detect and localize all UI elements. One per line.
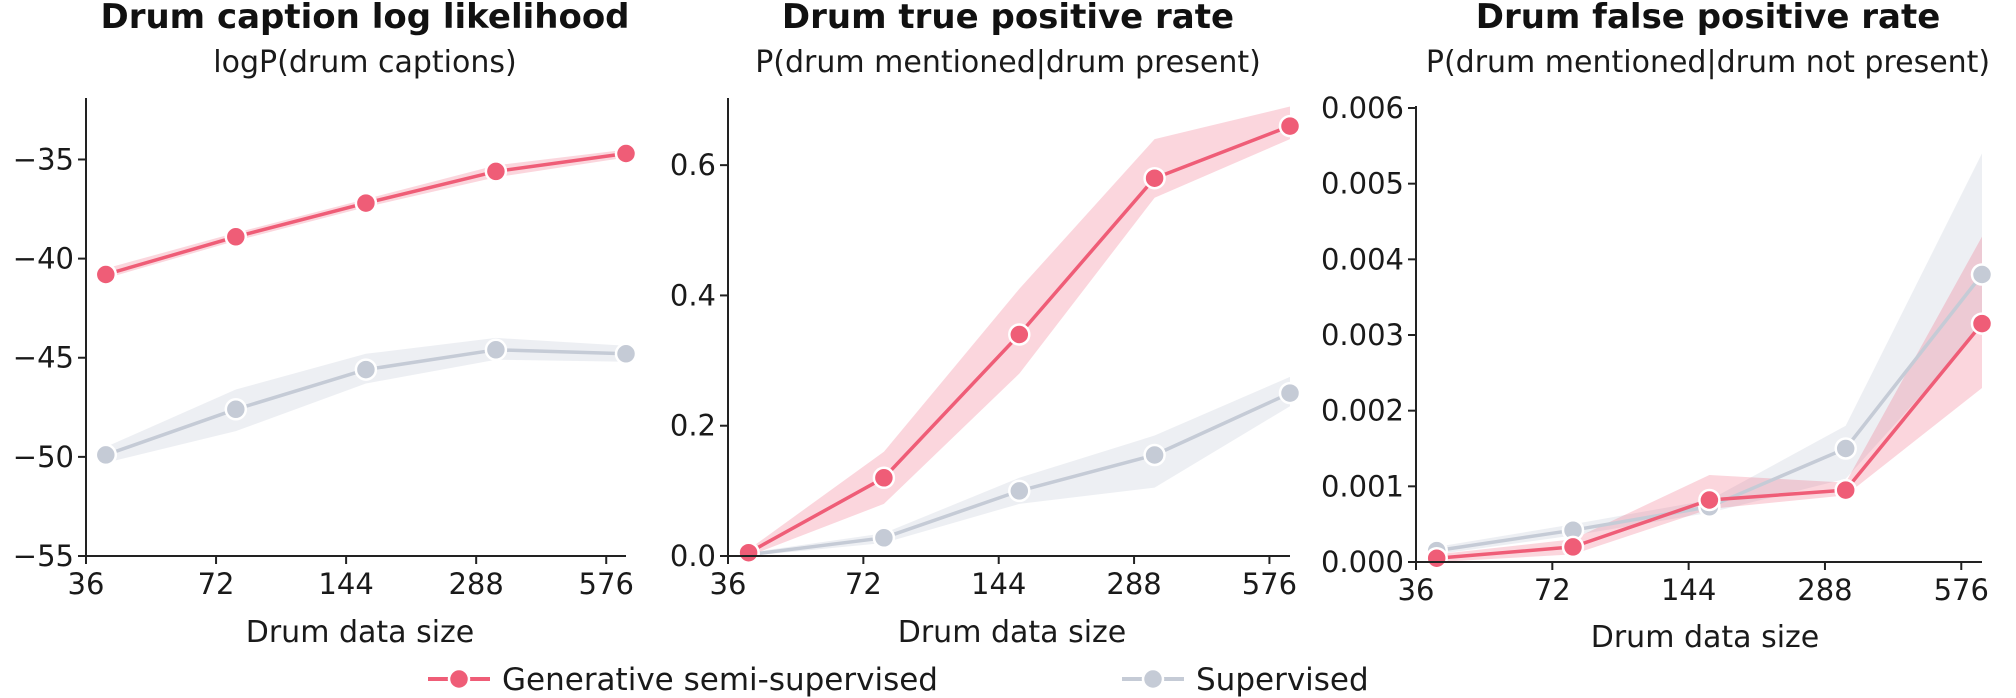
panel-false-positive-rate: Drum false positive rate P(drum mentione…: [1321, 0, 1994, 655]
data-point-generative: [614, 142, 638, 165]
chart-subtitle: P(drum mentioned|drum present): [755, 45, 1261, 80]
data-point-generative: [1698, 488, 1721, 512]
x-tick-label: 576: [1242, 567, 1297, 601]
data-point-supervised: [1970, 263, 1994, 286]
y-tick-label: 0.006: [1321, 91, 1404, 125]
data-point-supervised: [872, 526, 896, 550]
x-tick-label: 36: [1398, 573, 1435, 607]
data-point-generative: [1143, 166, 1166, 190]
legend-label-generative: Generative semi-supervised: [502, 662, 938, 698]
x-tick-label: 72: [198, 567, 235, 601]
data-point-supervised: [1143, 443, 1166, 467]
confidence-band-generative: [105, 149, 627, 279]
panel-true-positive-rate: Drum true positive rate P(drum mentioned…: [670, 0, 1302, 650]
y-tick-label: −40: [13, 242, 74, 276]
x-tick-label: 144: [971, 567, 1026, 601]
y-tick-label: −35: [13, 142, 74, 176]
panel-log-likelihood: Drum caption log likelihood logP(drum ca…: [13, 0, 638, 650]
y-tick-label: 0.001: [1321, 469, 1404, 503]
data-point-generative: [1561, 535, 1585, 559]
data-point-supervised: [1834, 437, 1857, 460]
chart-subtitle: logP(drum captions): [213, 45, 516, 80]
data-point-generative: [1970, 312, 1994, 335]
data-point-supervised: [1278, 381, 1302, 405]
y-tick-label: −50: [13, 440, 74, 474]
y-tick-label: −55: [13, 539, 74, 573]
data-point-generative: [1008, 323, 1031, 346]
chart-title: Drum caption log likelihood: [100, 0, 629, 37]
chart-title: Drum false positive rate: [1476, 0, 1941, 37]
y-tick-label: 0.2: [670, 409, 716, 443]
x-tick-label: 36: [710, 567, 747, 601]
data-point-supervised: [1008, 479, 1031, 503]
x-tick-label: 72: [845, 567, 882, 601]
plot-area: 0.000 0.001 0.002 0.003 0.004 0.005 0.006 36 72 1…: [1321, 91, 1994, 607]
y-tick-label: −45: [13, 341, 74, 375]
data-point-generative: [94, 263, 118, 286]
y-tick-label: 0.005: [1321, 167, 1404, 201]
data-point-supervised: [224, 398, 248, 421]
legend-marker-generative: [447, 667, 471, 691]
plot-area: −55 −50 −45 −40 −35 36 72 144 288 576: [13, 98, 638, 601]
legend: Generative semi-supervised Supervised: [428, 662, 1369, 698]
y-tick-label: 0.003: [1321, 318, 1404, 352]
legend-label-supervised: Supervised: [1196, 662, 1369, 698]
y-tick-label: 0.002: [1321, 394, 1404, 428]
y-tick-label: 0.4: [670, 278, 716, 312]
data-point-generative: [354, 191, 378, 215]
x-tick-label: 288: [1797, 573, 1852, 607]
y-tick-label: 0.0: [670, 539, 716, 573]
data-point-generative: [1278, 114, 1302, 138]
plot-area: 0.0 0.2 0.4 0.6 36 72 144 288 576: [670, 98, 1302, 601]
x-tick-label: 576: [1934, 573, 1989, 607]
confidence-band-supervised: [105, 337, 627, 463]
x-tick-label: 36: [68, 567, 105, 601]
x-tick-label: 144: [1661, 573, 1716, 607]
x-tick-label: 72: [1534, 573, 1571, 607]
data-point-supervised: [484, 338, 508, 362]
data-point-supervised: [614, 342, 638, 366]
y-tick-label: 0.004: [1321, 242, 1404, 276]
x-axis-label: Drum data size: [246, 615, 475, 650]
data-point-generative: [224, 225, 248, 249]
x-tick-label: 288: [448, 567, 503, 601]
data-point-generative: [1425, 546, 1448, 570]
data-point-supervised: [94, 443, 118, 467]
confidence-band-supervised: [748, 376, 1290, 556]
y-tick-label: 0.000: [1321, 545, 1404, 579]
legend-marker-supervised: [1141, 667, 1165, 691]
chart-subtitle: P(drum mentioned|drum not present): [1426, 45, 1990, 80]
x-axis-label: Drum data size: [1591, 620, 1820, 655]
data-point-generative: [484, 160, 508, 183]
x-tick-label: 576: [579, 567, 634, 601]
x-tick-label: 144: [318, 567, 373, 601]
x-axis-label: Drum data size: [898, 615, 1127, 650]
data-point-generative: [1834, 478, 1857, 502]
data-point-generative: [872, 466, 896, 490]
chart-title: Drum true positive rate: [782, 0, 1234, 37]
x-tick-label: 288: [1106, 567, 1161, 601]
data-point-generative: [737, 541, 760, 564]
data-point-supervised: [354, 358, 378, 381]
y-tick-label: 0.6: [670, 148, 716, 182]
